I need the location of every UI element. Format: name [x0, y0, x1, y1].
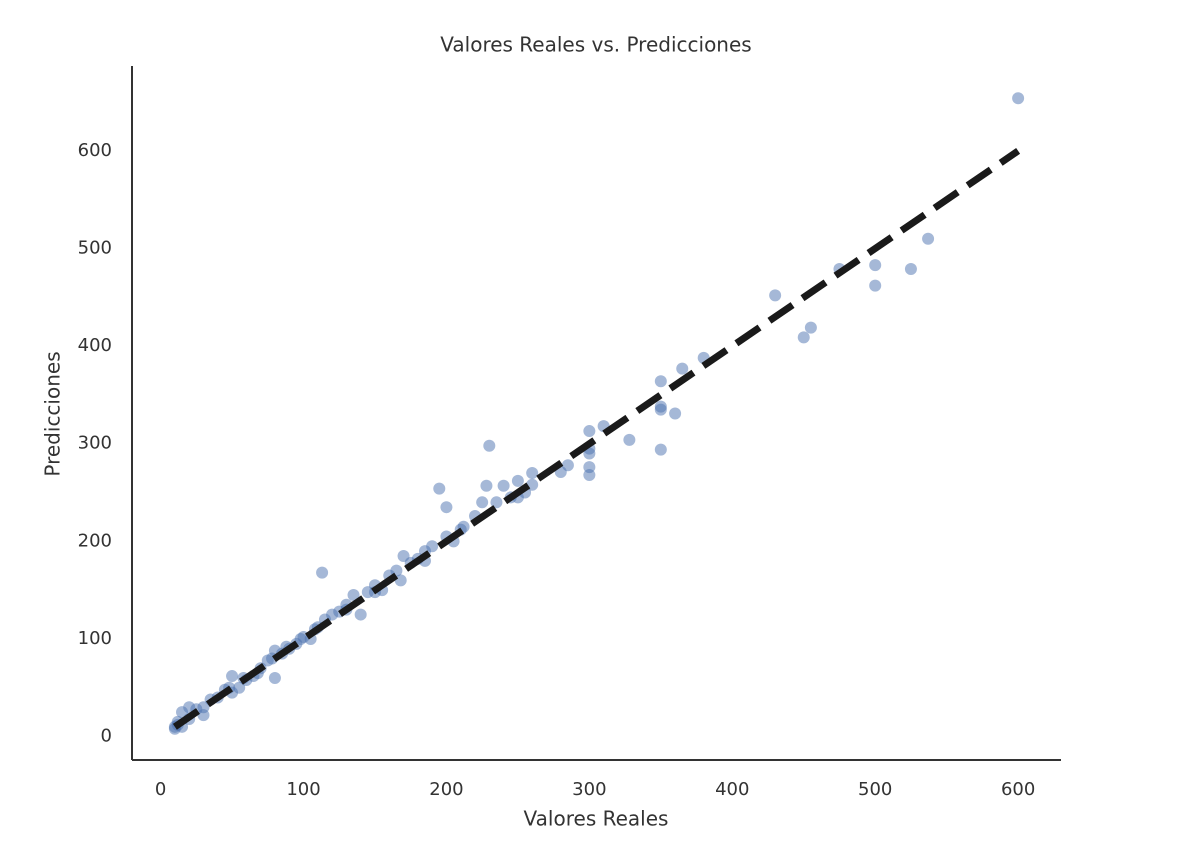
point	[676, 362, 689, 375]
point	[476, 496, 489, 509]
point	[354, 608, 367, 621]
point	[397, 549, 410, 562]
point	[316, 566, 329, 579]
x-axis-label: Valores Reales	[524, 807, 669, 831]
point	[226, 670, 239, 683]
chart-title: Valores Reales vs. Predicciones	[440, 33, 751, 57]
point	[804, 321, 817, 334]
point	[268, 672, 281, 685]
x-tick-label: 400	[715, 779, 749, 800]
y-tick-label: 500	[78, 238, 112, 259]
point	[176, 706, 189, 719]
point	[669, 407, 682, 420]
x-tick-label: 0	[155, 779, 166, 800]
y-tick-label: 300	[78, 433, 112, 454]
point	[526, 467, 539, 480]
point	[869, 259, 882, 272]
point	[497, 479, 510, 492]
y-tick-label: 0	[101, 726, 112, 747]
point	[769, 289, 782, 302]
point	[583, 425, 596, 438]
y-tick-label: 100	[78, 628, 112, 649]
point	[480, 479, 493, 492]
point	[483, 439, 496, 452]
x-tick-label: 600	[1001, 779, 1035, 800]
x-tick-label: 500	[858, 779, 892, 800]
point	[654, 403, 667, 416]
point	[583, 468, 596, 481]
point	[797, 331, 810, 344]
point	[440, 501, 453, 514]
point	[904, 263, 917, 276]
point	[583, 447, 596, 460]
point	[294, 632, 307, 645]
y-tick-label: 400	[78, 335, 112, 356]
point	[869, 279, 882, 292]
point	[654, 375, 667, 388]
y-tick-label: 600	[78, 140, 112, 161]
x-tick-label: 200	[429, 779, 463, 800]
point	[654, 443, 667, 456]
point	[433, 482, 446, 495]
point	[511, 474, 524, 487]
point	[347, 589, 360, 602]
point	[1012, 92, 1025, 105]
reference-line	[172, 148, 1021, 730]
point	[922, 232, 935, 245]
y-tick-label: 200	[78, 530, 112, 551]
x-tick-label: 300	[572, 779, 606, 800]
point	[394, 574, 407, 587]
x-tick-label: 100	[286, 779, 320, 800]
point	[623, 433, 636, 446]
y-axis-label: Predicciones	[41, 351, 65, 476]
